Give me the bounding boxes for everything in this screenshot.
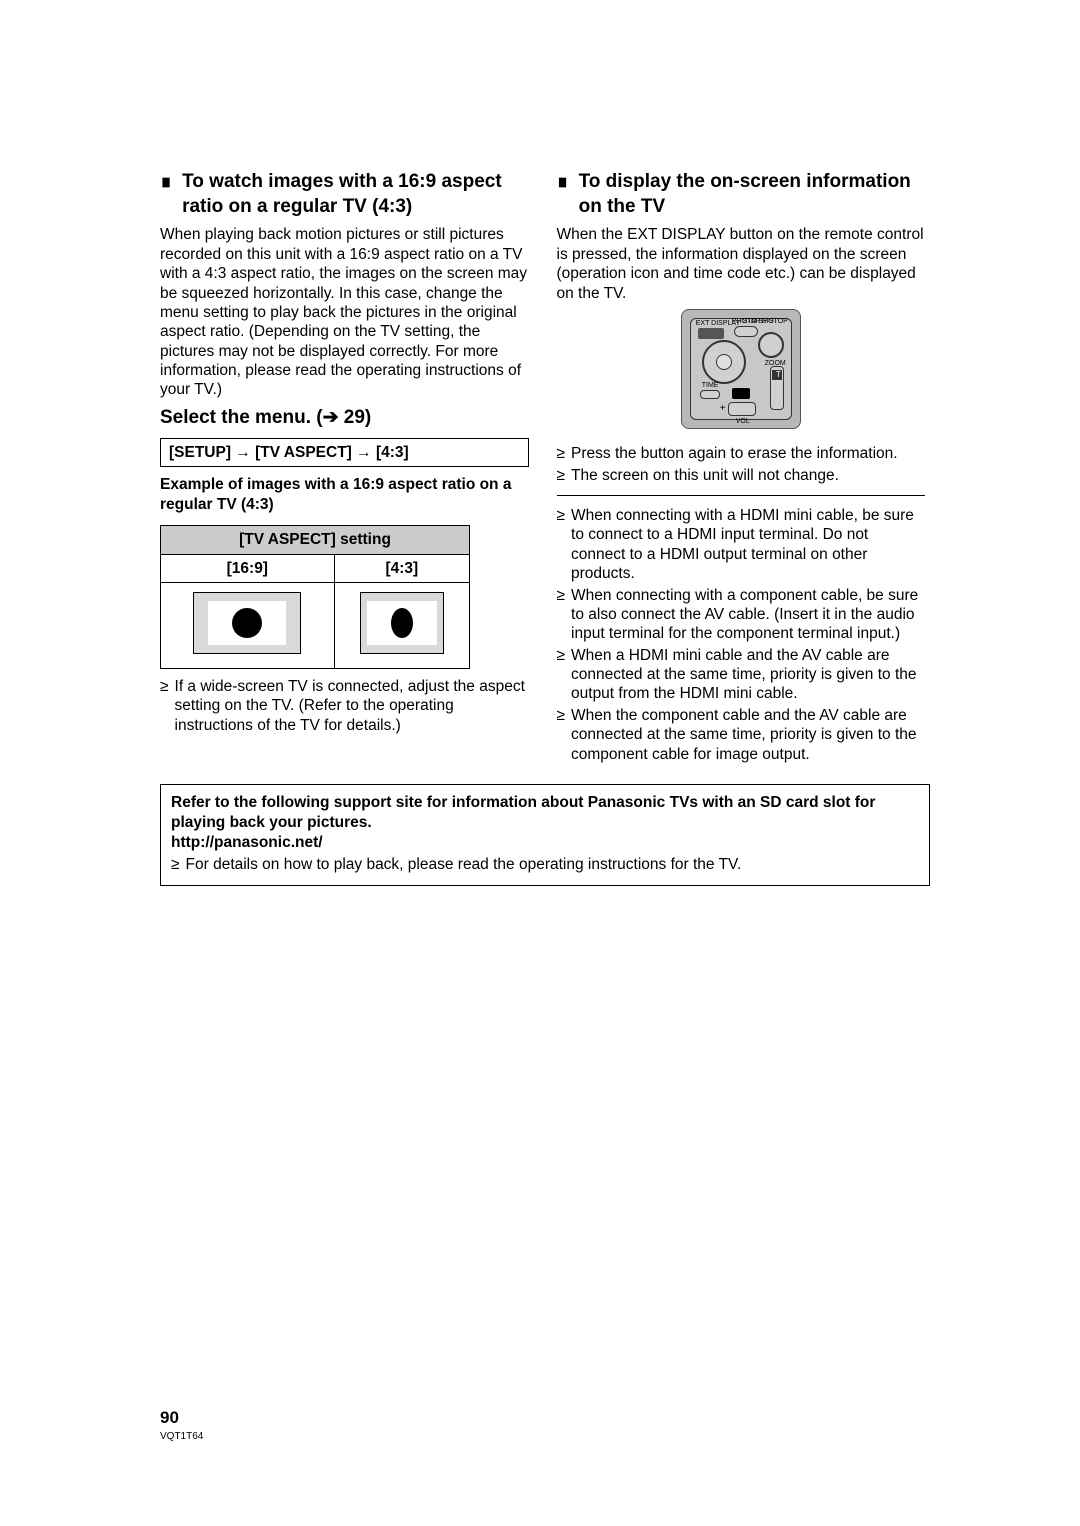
bullet-dot-icon: ≥ [557,706,566,725]
footer-url: http://panasonic.net/ [171,833,919,853]
aspect-table: [TV ASPECT] setting [16:9] [4:3] [160,525,470,669]
table-cell-16-9 [161,582,335,668]
list-item: ≥ When connecting with a HDMI mini cable,… [557,506,926,584]
left-heading-text: To watch images with a 16:9 aspect ratio… [182,170,528,219]
table-header: [TV ASPECT] setting [161,526,470,554]
bullet-text: The screen on this unit will not change. [571,466,925,485]
left-heading: ∎ To watch images with a 16:9 aspect rat… [160,170,529,219]
bullet-text: When a HDMI mini cable and the AV cable … [571,646,925,704]
list-item: ≥ Press the button again to erase the inf… [557,444,926,463]
list-item: ≥ When connecting with a component cable,… [557,586,926,644]
bullet-dot-icon: ≥ [557,444,566,463]
bullet-dot-icon: ≥ [557,466,566,485]
bullet-dot-icon: ≥ [557,646,566,665]
table-col-4-3: [4:3] [334,554,469,582]
select-menu-heading: Select the menu. (➔ 29) [160,406,529,430]
remote-start-label: START/ STOP [743,318,788,325]
list-item: ≥ The screen on this unit will not change… [557,466,926,485]
square-bullet-icon: ∎ [160,170,172,195]
list-item: ≥ When a HDMI mini cable and the AV cable… [557,646,926,704]
left-paragraph: When playing back motion pictures or sti… [160,225,529,399]
document-code: VQT1T64 [160,1431,203,1442]
remote-vol-label: VOL [736,418,750,425]
tv-4-3-icon [360,592,444,654]
list-item: ≥ For details on how to play back, please… [171,855,919,875]
right-bullets-1: ≥ Press the button again to erase the inf… [557,444,926,485]
bullet-dot-icon: ≥ [171,855,180,874]
example-caption: Example of images with a 16:9 aspect rat… [160,475,529,515]
right-column: ∎ To display the on-screen information o… [557,170,926,766]
right-heading-text: To display the on-screen information on … [579,170,925,219]
right-heading: ∎ To display the on-screen information o… [557,170,926,219]
right-paragraph: When the EXT DISPLAY button on the remot… [557,225,926,303]
remote-t-label: T [776,371,781,379]
footer-note-box: Refer to the following support site for … [160,784,930,887]
bullet-text: When connecting with a component cable, … [571,586,925,644]
footer-bullet-text: For details on how to play back, please … [186,855,919,875]
divider [557,495,926,496]
square-bullet-icon: ∎ [557,170,569,195]
menu-path-box: [SETUP] → [TV ASPECT] → [4:3] [160,438,529,467]
bullet-dot-icon: ≥ [557,586,566,605]
footer-bold-1: Refer to the following support site for … [171,793,919,833]
page-number: 90 [160,1408,179,1428]
bullet-dot-icon: ≥ [160,677,169,696]
bullet-text: When connecting with a HDMI mini cable, … [571,506,925,584]
remote-zoom-label: ZOOM [765,360,786,367]
remote-time-label: TIME [702,382,719,389]
left-note-list: ≥ If a wide-screen TV is connected, adju… [160,677,529,735]
footer-bullet-list: ≥ For details on how to play back, please… [171,855,919,875]
remote-plus-label: + [720,404,726,414]
bullet-text: When the component cable and the AV cabl… [571,706,925,764]
bullet-dot-icon: ≥ [557,506,566,525]
tv-16-9-icon [193,592,301,654]
table-cell-4-3 [334,582,469,668]
left-note-text: If a wide-screen TV is connected, adjust… [175,677,529,735]
remote-illustration: EXT DISPLAY PHOTO SHOT START/ STOP TIME … [557,309,926,434]
remote-icon: EXT DISPLAY PHOTO SHOT START/ STOP TIME … [681,309,801,429]
bullet-text: Press the button again to erase the info… [571,444,925,463]
list-item: ≥ If a wide-screen TV is connected, adju… [160,677,529,735]
right-bullets-2: ≥ When connecting with a HDMI mini cable,… [557,506,926,764]
list-item: ≥ When the component cable and the AV cab… [557,706,926,764]
table-col-16-9: [16:9] [161,554,335,582]
left-column: ∎ To watch images with a 16:9 aspect rat… [160,170,529,766]
